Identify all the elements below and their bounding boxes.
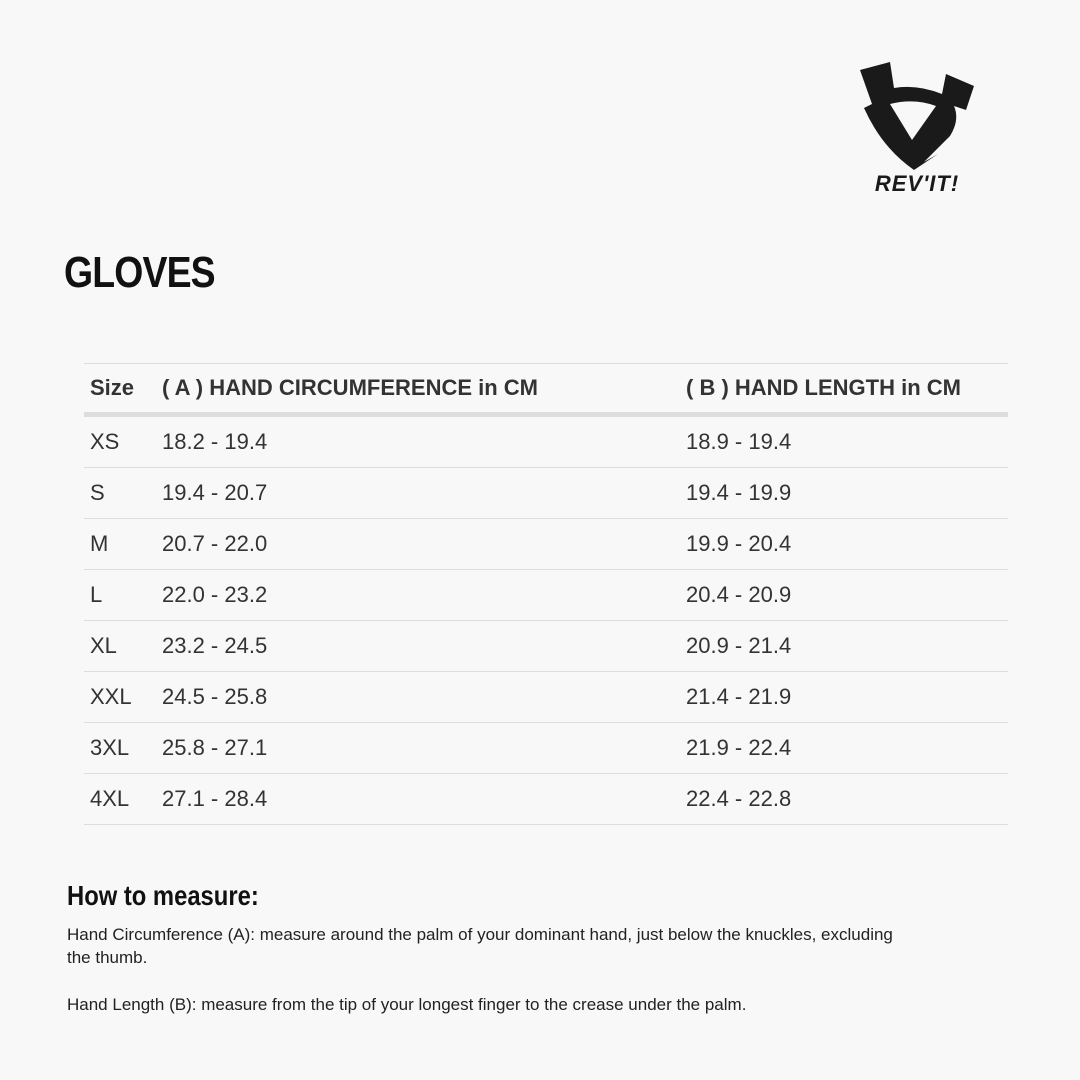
how-to-heading: How to measure: [67,880,259,911]
length-cell: 20.9 - 21.4 [680,620,1008,672]
table-header-row: Size ( A ) HAND CIRCUMFERENCE in CM ( B … [84,363,1008,415]
length-cell: 18.9 - 19.4 [680,414,1008,468]
revit-logo: REV'IT! [860,62,974,196]
header-size: Size [90,375,135,400]
size-cell: XXL [84,671,156,723]
table-row: XS 18.2 - 19.4 18.9 - 19.4 [84,414,1008,468]
length-cell: 21.4 - 21.9 [680,671,1008,723]
circumference-cell: 19.4 - 20.7 [156,467,680,519]
table-row: XL 23.2 - 24.5 20.9 - 21.4 [84,620,1008,672]
page-title: GLOVES [64,248,216,297]
length-instructions: Hand Length (B): measure from the tip of… [67,995,747,1014]
circumference-cell: 18.2 - 19.4 [156,414,680,468]
size-cell: XL [84,620,156,672]
size-cell: 4XL [84,773,156,825]
length-cell: 19.4 - 19.9 [680,467,1008,519]
table-row: XXL 24.5 - 25.8 21.4 - 21.9 [84,671,1008,723]
size-cell: L [84,569,156,621]
header-circumference: ( A ) HAND CIRCUMFERENCE in CM [162,375,539,400]
size-cell: S [84,467,156,519]
table-row: L 22.0 - 23.2 20.4 - 20.9 [84,569,1008,621]
header-length: ( B ) HAND LENGTH in CM [686,375,961,400]
size-cell: M [84,518,156,570]
table-row: 4XL 27.1 - 28.4 22.4 - 22.8 [84,773,1008,825]
table-row: 3XL 25.8 - 27.1 21.9 - 22.4 [84,722,1008,774]
length-cell: 22.4 - 22.8 [680,773,1008,825]
circumference-cell: 20.7 - 22.0 [156,518,680,570]
length-cell: 20.4 - 20.9 [680,569,1008,621]
circumference-instructions: Hand Circumference (A): measure around t… [67,925,893,967]
size-cell: 3XL [84,722,156,774]
circumference-cell: 22.0 - 23.2 [156,569,680,621]
svg-text:REV'IT!: REV'IT! [875,171,959,196]
length-cell: 19.9 - 20.4 [680,518,1008,570]
circumference-cell: 25.8 - 27.1 [156,722,680,774]
length-cell: 21.9 - 22.4 [680,722,1008,774]
size-table: Size ( A ) HAND CIRCUMFERENCE in CM ( B … [84,363,1008,825]
circumference-cell: 23.2 - 24.5 [156,620,680,672]
table-row: M 20.7 - 22.0 19.9 - 20.4 [84,518,1008,570]
table-row: S 19.4 - 20.7 19.4 - 19.9 [84,467,1008,519]
size-cell: XS [84,414,156,468]
circumference-cell: 27.1 - 28.4 [156,773,680,825]
circumference-cell: 24.5 - 25.8 [156,671,680,723]
